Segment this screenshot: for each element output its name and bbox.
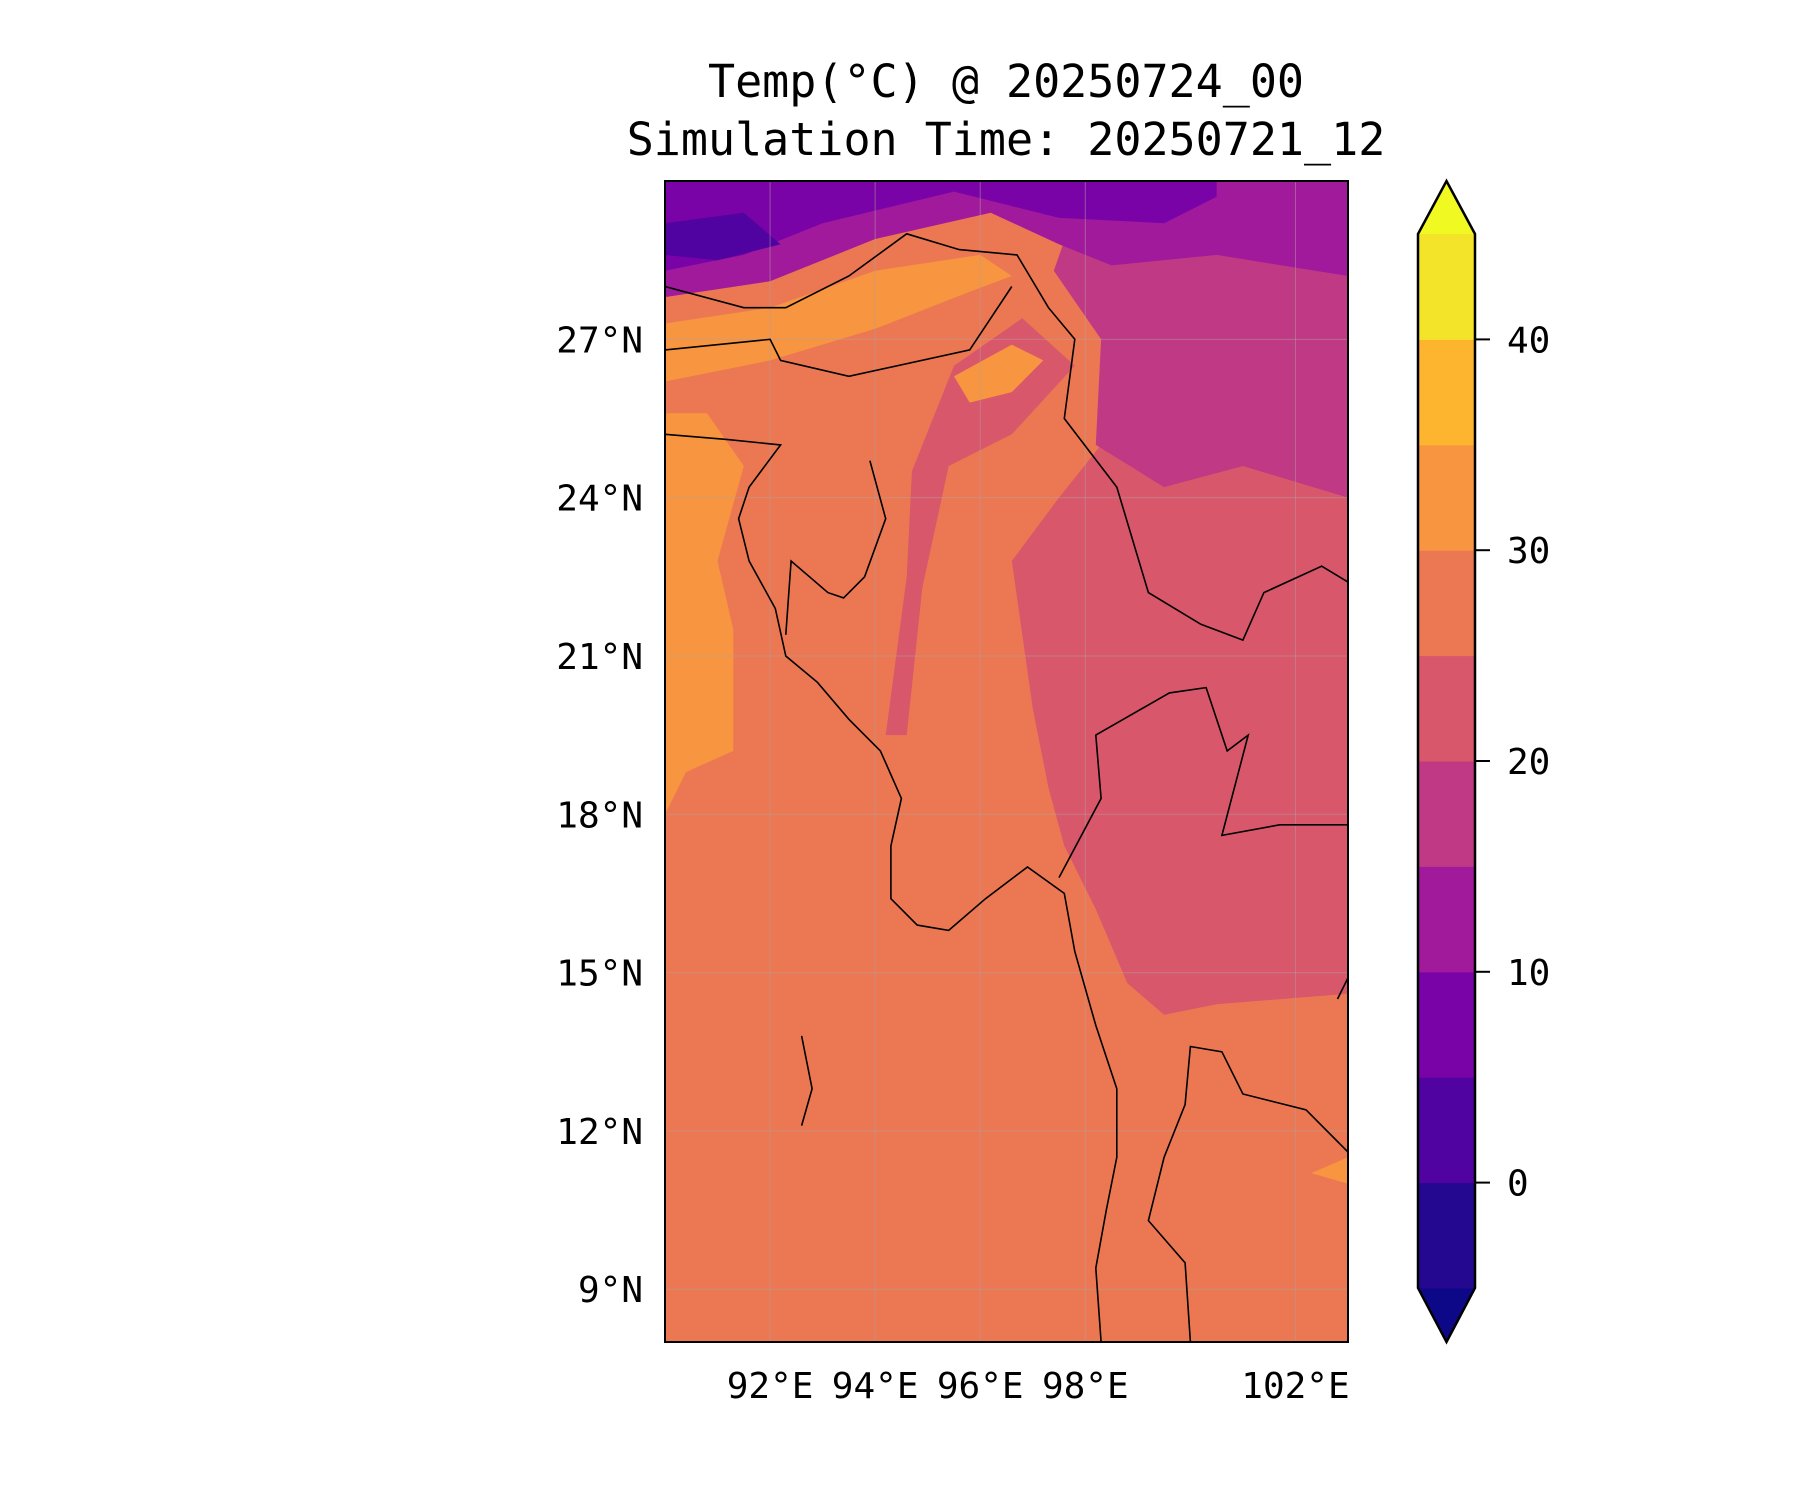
field-20-25-shan: [1011, 444, 1348, 1015]
border-india-myanmar: [785, 460, 887, 635]
field-30-35-kachin: [954, 344, 1044, 403]
y-axis-ticks: 27°N 24°N 21°N 18°N 15°N 12°N 9°N: [556, 320, 643, 1311]
field-30-35-bay: [665, 413, 744, 815]
coastline-andaman-islands: [800, 1035, 813, 1126]
chart-subtitle: Simulation Time: 20250721_12: [627, 113, 1386, 166]
map-area: [665, 181, 1348, 1342]
colorbar: 0 10 20 30 40: [1416, 178, 1550, 1345]
x-tick-label: 102°E: [1241, 1366, 1349, 1407]
y-tick-label: 21°N: [556, 637, 643, 678]
colorbar-tick-label: 0: [1507, 1164, 1529, 1205]
colorbar-tick-label: 20: [1507, 742, 1550, 783]
field-0-5-tibet: [665, 212, 781, 261]
border-thailand: [1058, 686, 1348, 878]
colorbar-bin: [1418, 761, 1475, 867]
colorbar-outline: [1416, 178, 1477, 1345]
gridlines: [665, 181, 1348, 1342]
x-axis-ticks: 92°E 94°E 96°E 98°E 102°E: [727, 1366, 1350, 1407]
x-tick-label: 98°E: [1042, 1366, 1129, 1407]
field-5-10-tibet: [665, 181, 1217, 271]
x-tick-label: 94°E: [832, 1366, 919, 1407]
colorbar-bin: [1418, 444, 1475, 551]
colorbar-tick-label: 40: [1507, 320, 1550, 361]
chart-title: Temp(°C) @ 20250724_00: [708, 55, 1304, 108]
coastline-myanmar: [665, 433, 1118, 1342]
x-tick-label: 96°E: [937, 1366, 1024, 1407]
colorbar-bin: [1418, 655, 1475, 762]
colorbar-bin: [1418, 1077, 1475, 1184]
y-tick-label: 18°N: [556, 795, 643, 836]
colorbar-bin: [1418, 1182, 1475, 1289]
border-india-bhutan: [665, 286, 1013, 378]
border-cambodia: [1336, 977, 1348, 1000]
colorbar-tick-label: 10: [1507, 953, 1550, 994]
colorbar-bin: [1418, 550, 1475, 657]
plot-frame: [664, 180, 1349, 1343]
colorbar-bin: [1418, 234, 1475, 340]
coastlines-borders: [665, 232, 1348, 1342]
field-20-25-chin: [885, 318, 1075, 736]
y-tick-label: 12°N: [556, 1112, 643, 1153]
colorbar-extend-max: [1418, 181, 1475, 234]
y-tick-label: 27°N: [556, 320, 643, 361]
colorbar-bin: [1418, 971, 1475, 1078]
coastline-gulf-thailand: [1147, 1045, 1348, 1342]
colorbar-bin: [1418, 866, 1475, 973]
y-tick-label: 24°N: [556, 479, 643, 520]
colorbar-tick-label: 30: [1507, 531, 1550, 572]
colorbar-extend-min: [1418, 1288, 1475, 1342]
y-tick-label: 9°N: [578, 1270, 643, 1311]
x-tick-label: 92°E: [727, 1366, 814, 1407]
border-north-east: [665, 232, 1348, 642]
field-30-35-assam: [665, 254, 1012, 382]
colorbar-bin: [1418, 339, 1475, 446]
y-tick-label: 15°N: [556, 954, 643, 995]
field-30-35-gulf: [1311, 1157, 1348, 1184]
